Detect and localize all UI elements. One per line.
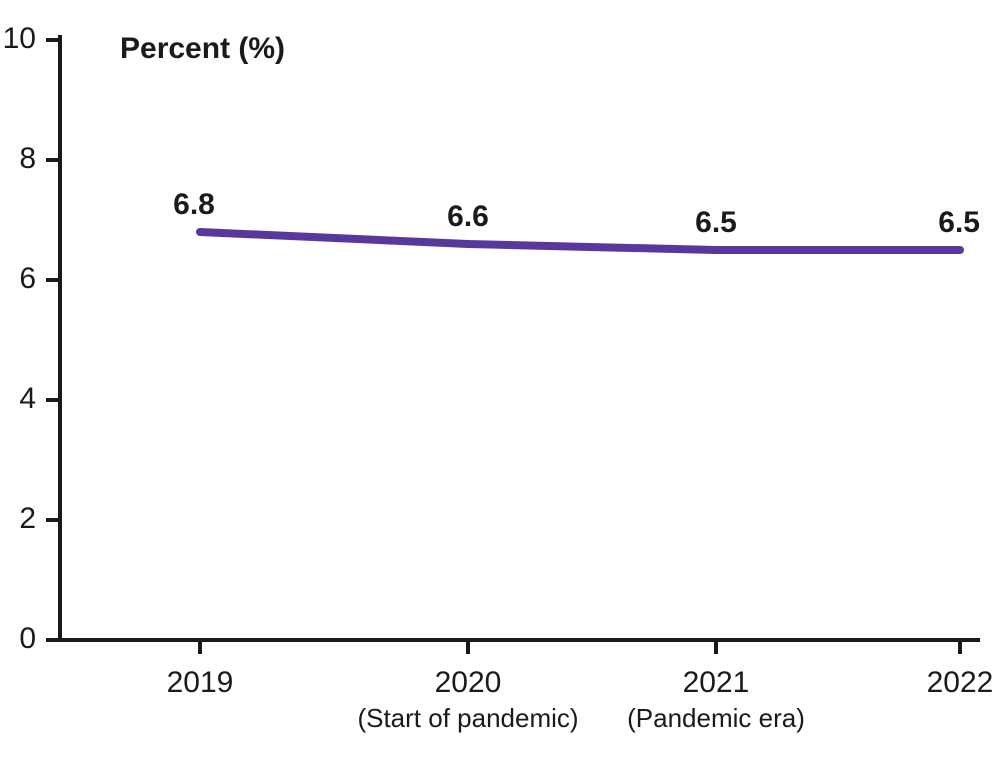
x-tick-label: 2019	[167, 666, 234, 699]
y-tick-label: 2	[19, 502, 36, 535]
y-axis-title: Percent (%)	[120, 32, 285, 65]
x-subtitle: (Pandemic era)	[627, 703, 805, 733]
y-tick-label: 10	[3, 22, 36, 55]
y-tick-label: 0	[19, 622, 36, 655]
x-tick-label: 2021	[683, 666, 750, 699]
x-tick-label: 2020	[435, 666, 502, 699]
x-tick-label: 2022	[927, 666, 994, 699]
data-label: 6.5	[938, 206, 980, 239]
line-chart: 0 2 4 6 8 10 Percent (%) 2019 2020 2021 2022 (Start…	[0, 0, 1001, 771]
y-tick-label: 8	[19, 142, 36, 175]
data-label: 6.5	[695, 206, 737, 239]
data-label: 6.8	[173, 188, 215, 221]
data-label: 6.6	[447, 200, 489, 233]
y-tick-label: 6	[19, 262, 36, 295]
y-tick-label: 4	[19, 382, 36, 415]
chart-svg: 0 2 4 6 8 10 Percent (%) 2019 2020 2021 2022 (Start…	[0, 0, 1001, 771]
x-subtitle: (Start of pandemic)	[357, 703, 578, 733]
